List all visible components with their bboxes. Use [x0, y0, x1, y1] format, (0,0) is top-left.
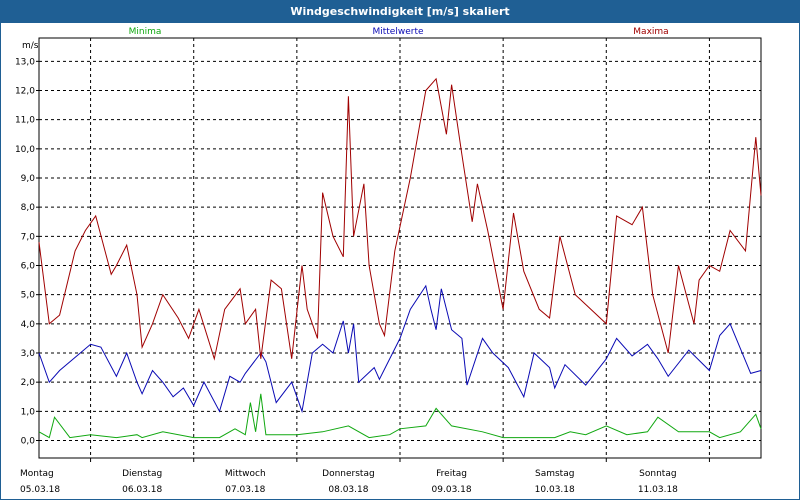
- legend-entry: Mittelwerte: [372, 27, 423, 37]
- x-date-label: 09.03.18: [432, 485, 472, 495]
- y-tick-label: 1,0: [21, 407, 36, 417]
- y-tick-label: 7,0: [21, 232, 36, 242]
- x-date-label: 10.03.18: [535, 485, 575, 495]
- y-tick-label: 2,0: [21, 378, 36, 388]
- x-day-label: Dienstag: [122, 469, 162, 479]
- x-day-label: Donnerstag: [322, 469, 375, 479]
- x-date-label: 11.03.18: [638, 485, 678, 495]
- y-tick-label: 13,0: [15, 57, 35, 67]
- y-tick-label: 5,0: [21, 291, 36, 301]
- legend-entry: Maxima: [633, 27, 668, 37]
- series-line-maxima: [38, 77, 762, 361]
- y-tick-label: 0,0: [21, 437, 36, 447]
- y-tick-label: 12,0: [15, 87, 35, 97]
- y-tick-label: 6,0: [21, 262, 36, 272]
- series-line-minima: [38, 393, 762, 439]
- y-axis-unit: m/s: [22, 41, 39, 51]
- y-tick-label: 11,0: [15, 116, 35, 126]
- y-tick-label: 10,0: [15, 145, 35, 155]
- legend-entry: Minima: [129, 27, 162, 37]
- y-tick-label: 4,0: [21, 320, 36, 330]
- series-line-mittelwerte: [38, 284, 762, 414]
- x-day-label: Mittwoch: [225, 469, 266, 479]
- x-date-label: 05.03.18: [20, 485, 60, 495]
- chart-title: Windgeschwindigkeit [m/s] skaliert: [1, 1, 799, 23]
- x-day-label: Freitag: [436, 469, 467, 479]
- y-tick-label: 9,0: [21, 174, 36, 184]
- x-day-label: Sonntag: [639, 469, 676, 479]
- y-tick-label: 8,0: [21, 203, 36, 213]
- x-day-label: Montag: [20, 469, 54, 479]
- y-tick-label: 3,0: [21, 349, 36, 359]
- x-date-label: 07.03.18: [225, 485, 265, 495]
- x-date-label: 08.03.18: [328, 485, 368, 495]
- x-date-label: 06.03.18: [122, 485, 162, 495]
- x-day-label: Samstag: [535, 469, 574, 479]
